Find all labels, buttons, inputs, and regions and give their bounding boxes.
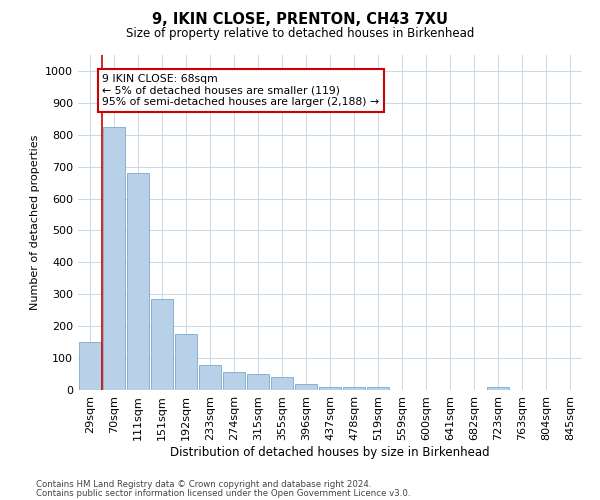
Bar — [271, 377, 293, 390]
Bar — [127, 173, 149, 390]
Bar — [247, 374, 269, 390]
Text: Size of property relative to detached houses in Birkenhead: Size of property relative to detached ho… — [126, 28, 474, 40]
Text: 9 IKIN CLOSE: 68sqm
← 5% of detached houses are smaller (119)
95% of semi-detach: 9 IKIN CLOSE: 68sqm ← 5% of detached hou… — [103, 74, 380, 108]
Bar — [103, 127, 125, 390]
Text: Contains HM Land Registry data © Crown copyright and database right 2024.: Contains HM Land Registry data © Crown c… — [36, 480, 371, 489]
Text: Contains public sector information licensed under the Open Government Licence v3: Contains public sector information licen… — [36, 489, 410, 498]
Bar — [199, 365, 221, 390]
Bar — [319, 387, 341, 390]
Text: 9, IKIN CLOSE, PRENTON, CH43 7XU: 9, IKIN CLOSE, PRENTON, CH43 7XU — [152, 12, 448, 28]
Bar — [343, 387, 365, 390]
Bar — [175, 334, 197, 390]
X-axis label: Distribution of detached houses by size in Birkenhead: Distribution of detached houses by size … — [170, 446, 490, 458]
Bar — [295, 384, 317, 390]
Bar — [79, 342, 101, 390]
Bar — [367, 387, 389, 390]
Bar — [151, 299, 173, 390]
Bar — [487, 387, 509, 390]
Bar — [223, 372, 245, 390]
Y-axis label: Number of detached properties: Number of detached properties — [29, 135, 40, 310]
